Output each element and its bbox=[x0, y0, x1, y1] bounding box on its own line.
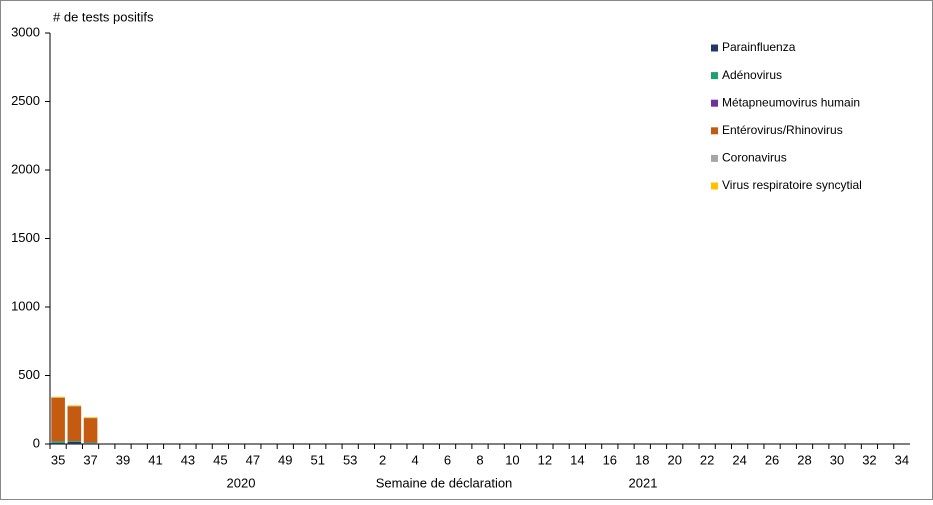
legend-swatch bbox=[711, 100, 718, 107]
y-tick-label: 500 bbox=[18, 367, 40, 382]
x-tick-label: 35 bbox=[51, 452, 65, 467]
x-tick-label: 8 bbox=[476, 452, 483, 467]
y-tick-label: 2500 bbox=[11, 93, 40, 108]
x-tick-label: 4 bbox=[411, 452, 418, 467]
legend-label: Parainfluenza bbox=[722, 40, 796, 54]
year-label: 2021 bbox=[629, 475, 658, 490]
legend-label: Coronavirus bbox=[722, 151, 787, 165]
bar-segment bbox=[68, 406, 82, 441]
bar-segment bbox=[68, 405, 82, 406]
x-tick-label: 47 bbox=[246, 452, 260, 467]
bar-segment bbox=[84, 443, 98, 444]
x-tick-label: 45 bbox=[213, 452, 227, 467]
y-axis-title: # de tests positifs bbox=[53, 9, 154, 24]
x-tick-label: 2 bbox=[379, 452, 386, 467]
x-axis-title: Semaine de déclaration bbox=[376, 475, 513, 490]
bar-segment bbox=[51, 443, 65, 444]
y-tick-label: 1000 bbox=[11, 298, 40, 313]
legend-label: Adénovirus bbox=[722, 68, 782, 82]
x-tick-label: 16 bbox=[603, 452, 617, 467]
bar-segment bbox=[68, 442, 82, 444]
year-label: 2020 bbox=[227, 475, 256, 490]
y-tick-label: 2000 bbox=[11, 161, 40, 176]
legend-label: Métapneumovirus humain bbox=[722, 95, 860, 109]
x-tick-label: 39 bbox=[116, 452, 130, 467]
legend-swatch bbox=[711, 72, 718, 79]
bar-segment bbox=[51, 442, 65, 443]
legend-swatch bbox=[711, 127, 718, 134]
x-tick-label: 12 bbox=[538, 452, 552, 467]
bar-segment bbox=[84, 418, 98, 442]
x-tick-label: 14 bbox=[570, 452, 584, 467]
bar-segment bbox=[51, 397, 65, 398]
legend-label: Virus respiratoire syncytial bbox=[722, 178, 862, 192]
x-tick-label: 43 bbox=[181, 452, 195, 467]
y-tick-label: 3000 bbox=[11, 24, 40, 39]
legend-swatch bbox=[711, 45, 718, 52]
x-tick-label: 24 bbox=[732, 452, 746, 467]
x-tick-label: 22 bbox=[700, 452, 714, 467]
y-tick-label: 0 bbox=[33, 435, 40, 450]
bar-segment bbox=[68, 441, 82, 442]
x-tick-label: 6 bbox=[444, 452, 451, 467]
x-tick-label: 18 bbox=[635, 452, 649, 467]
x-tick-label: 37 bbox=[83, 452, 97, 467]
bar-segment bbox=[84, 443, 98, 444]
x-tick-label: 10 bbox=[505, 452, 519, 467]
x-tick-label: 34 bbox=[895, 452, 909, 467]
legend-swatch bbox=[711, 155, 718, 162]
x-tick-label: 49 bbox=[278, 452, 292, 467]
x-tick-label: 30 bbox=[830, 452, 844, 467]
x-tick-label: 26 bbox=[765, 452, 779, 467]
y-tick-label: 1500 bbox=[11, 230, 40, 245]
x-tick-label: 51 bbox=[311, 452, 325, 467]
bar-segment bbox=[51, 398, 65, 442]
x-tick-label: 32 bbox=[862, 452, 876, 467]
x-tick-label: 53 bbox=[343, 452, 357, 467]
legend-label: Entérovirus/Rhinovirus bbox=[722, 123, 843, 137]
legend-swatch bbox=[711, 183, 718, 190]
x-tick-label: 28 bbox=[797, 452, 811, 467]
x-tick-label: 20 bbox=[667, 452, 681, 467]
x-tick-label: 41 bbox=[148, 452, 162, 467]
bar-segment bbox=[84, 417, 98, 418]
